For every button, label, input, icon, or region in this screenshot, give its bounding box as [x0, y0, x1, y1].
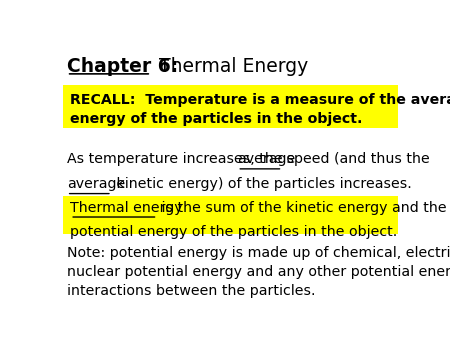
Text: average: average: [237, 152, 296, 167]
Text: RECALL:  Temperature is a measure of the average kinetic
energy of the particles: RECALL: Temperature is a measure of the …: [70, 93, 450, 125]
Text: average: average: [67, 177, 125, 191]
FancyBboxPatch shape: [63, 85, 398, 128]
Text: kinetic energy) of the particles increases.: kinetic energy) of the particles increas…: [112, 177, 412, 191]
Text: Note: potential energy is made up of chemical, electrical and
nuclear potential : Note: potential energy is made up of che…: [67, 246, 450, 298]
Text: Thermal Energy: Thermal Energy: [153, 57, 308, 76]
Text: is the sum of the kinetic energy and the: is the sum of the kinetic energy and the: [158, 201, 447, 215]
Text: As temperature increases, the: As temperature increases, the: [67, 152, 287, 167]
Text: speed (and thus the: speed (and thus the: [283, 152, 430, 167]
Text: Chapter 6:: Chapter 6:: [67, 57, 178, 76]
Text: Thermal energy: Thermal energy: [70, 201, 183, 215]
Text: potential energy of the particles in the object.: potential energy of the particles in the…: [70, 225, 397, 239]
FancyBboxPatch shape: [63, 196, 398, 235]
